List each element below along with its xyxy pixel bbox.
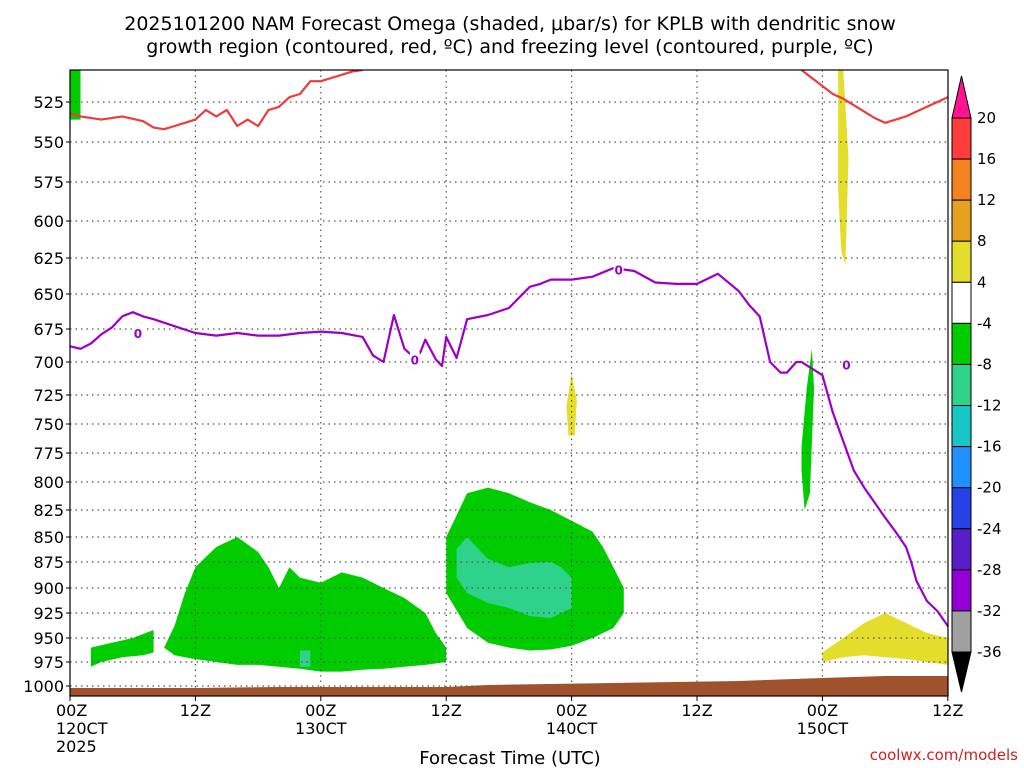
chart-title-line-2: growth region (contoured, red, ºC) and f… bbox=[146, 36, 873, 58]
colorbar-label: 4 bbox=[977, 273, 987, 291]
colorbar-box bbox=[951, 528, 972, 571]
colorbar-label: 16 bbox=[977, 150, 996, 168]
contour-label-bg bbox=[132, 325, 143, 339]
omega-yellow-bottom-right bbox=[822, 613, 948, 665]
omega-shading bbox=[70, 70, 948, 672]
x-tick-label: 2025 bbox=[56, 737, 97, 756]
colorbar: 20 16 12 8 4 -4 -8 -12 -16 -20 -24 -28 -32 -36 bbox=[951, 75, 1002, 693]
y-tick-label: 725 bbox=[33, 386, 64, 405]
y-tick-label: 975 bbox=[33, 653, 64, 672]
colorbar-label: 12 bbox=[977, 191, 996, 209]
omega-yellow-top-right bbox=[838, 70, 849, 266]
colorbar-label: -16 bbox=[977, 438, 1002, 456]
omega-green-left-small bbox=[90, 630, 154, 667]
colorbar-extend-top bbox=[951, 75, 972, 119]
x-tick-label: 150CT bbox=[797, 719, 849, 738]
colorbar-box bbox=[951, 487, 972, 530]
x-tick-label: 00Z bbox=[556, 701, 587, 720]
y-tick-label: 800 bbox=[33, 473, 64, 492]
x-tick-label: 140CT bbox=[546, 719, 598, 738]
y-tick-label: 675 bbox=[33, 320, 64, 339]
contour-label-bg bbox=[613, 262, 624, 276]
x-tick-label: 12Z bbox=[681, 701, 712, 720]
y-tick-label: 625 bbox=[33, 249, 64, 268]
colorbar-box bbox=[951, 158, 972, 201]
freezing-contour-label: 0 bbox=[842, 359, 850, 373]
y-tick-label: 1000 bbox=[23, 677, 64, 696]
colorbar-label: -28 bbox=[977, 561, 1002, 579]
colorbar-label: -20 bbox=[977, 479, 1002, 497]
omega-yellow-center bbox=[566, 372, 577, 436]
omega-teal-small-left bbox=[299, 650, 311, 667]
y-tick-label: 775 bbox=[33, 444, 64, 463]
x-tick-label: 00Z bbox=[305, 701, 336, 720]
freezing-level-contour bbox=[70, 267, 948, 628]
y-tick-label: 950 bbox=[33, 629, 64, 648]
y-tick-label: 825 bbox=[33, 501, 64, 520]
ground-strip bbox=[70, 675, 948, 696]
x-tick-label: 120CT bbox=[56, 719, 108, 738]
plot-frame bbox=[69, 69, 949, 697]
y-tick-label: 525 bbox=[33, 93, 64, 112]
y-tick-label: 925 bbox=[33, 604, 64, 623]
omega-green-blob-right bbox=[801, 348, 814, 510]
y-tick-label: 875 bbox=[33, 553, 64, 572]
colorbar-label: -12 bbox=[977, 397, 1002, 415]
colorbar-box bbox=[951, 240, 972, 283]
contour-label-bg bbox=[841, 357, 852, 371]
x-tick-label: 12Z bbox=[180, 701, 211, 720]
colorbar-label: -4 bbox=[977, 314, 992, 332]
x-tick-label: 130CT bbox=[295, 719, 347, 738]
omega-teal-blob-center bbox=[456, 537, 572, 618]
colorbar-label: 8 bbox=[977, 232, 987, 250]
colorbar-box bbox=[951, 446, 972, 489]
snow-growth-contour-1 bbox=[70, 70, 363, 131]
y-tick-label: 575 bbox=[33, 173, 64, 192]
colorbar-label: -24 bbox=[977, 520, 1002, 538]
colorbar-box bbox=[951, 569, 972, 612]
colorbar-box bbox=[951, 610, 972, 653]
colorbar-label: -36 bbox=[977, 643, 1002, 661]
x-tick-label: 00Z bbox=[807, 701, 838, 720]
y-tick-label: 600 bbox=[33, 212, 64, 231]
freezing-contour-label: 0 bbox=[614, 264, 622, 278]
chart-title-line-1: 2025101200 NAM Forecast Omega (shaded, μ… bbox=[124, 13, 896, 35]
y-axis: 525 550 575 600 625 650 675 700 725 750 775 800 825 8… bbox=[23, 93, 70, 696]
y-tick-label: 750 bbox=[33, 415, 64, 434]
omega-green-topleft bbox=[70, 70, 81, 120]
x-tick-label: 12Z bbox=[932, 701, 963, 720]
x-tick-label: 12Z bbox=[431, 701, 462, 720]
colorbar-extend-bottom bbox=[951, 651, 972, 693]
colorbar-box bbox=[951, 281, 972, 324]
freezing-contour-label: 0 bbox=[134, 327, 142, 341]
colorbar-label: 20 bbox=[977, 109, 996, 127]
y-tick-label: 650 bbox=[33, 285, 64, 304]
colorbar-box bbox=[951, 199, 972, 242]
colorbar-box bbox=[951, 117, 972, 160]
snow-growth-contour-2 bbox=[800, 70, 948, 124]
y-tick-label: 900 bbox=[33, 579, 64, 598]
contour-label-bg bbox=[409, 352, 420, 366]
x-tick-label: 00Z bbox=[56, 701, 87, 720]
y-tick-label: 850 bbox=[33, 528, 64, 547]
credit-text: coolwx.com/models bbox=[870, 746, 1018, 764]
omega-green-blob-left bbox=[164, 537, 447, 672]
colorbar-box bbox=[951, 363, 972, 407]
colorbar-label: -8 bbox=[977, 355, 992, 373]
y-tick-label: 550 bbox=[33, 133, 64, 152]
contours: 0 0 0 0 bbox=[70, 70, 948, 628]
freezing-contour-label: 0 bbox=[411, 353, 419, 367]
ground-fill bbox=[70, 675, 948, 696]
colorbar-box bbox=[951, 405, 972, 448]
colorbar-box bbox=[951, 322, 972, 365]
x-axis-title: Forecast Time (UTC) bbox=[419, 748, 600, 768]
colorbar-label: -32 bbox=[977, 602, 1002, 620]
y-tick-label: 700 bbox=[33, 353, 64, 372]
